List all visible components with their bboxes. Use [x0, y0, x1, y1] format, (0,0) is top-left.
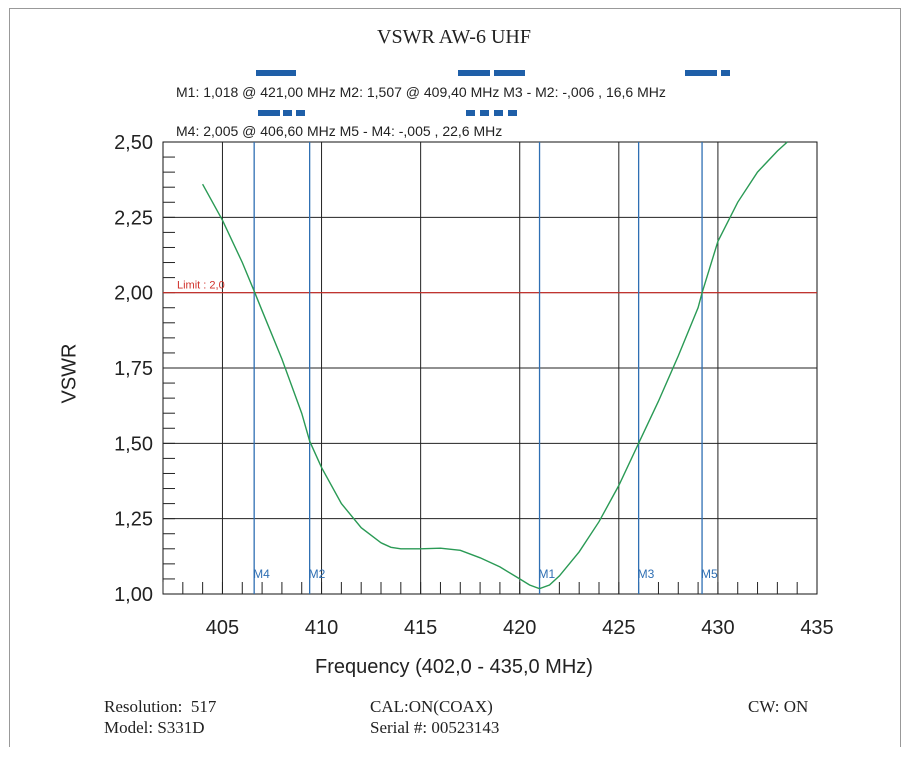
readout-bar — [296, 110, 305, 116]
model-text: Model: S331D — [104, 718, 205, 737]
x-tick-label: 405 — [206, 617, 239, 639]
readout-bar — [494, 70, 525, 76]
chart-title: VSWR AW-6 UHF — [377, 26, 531, 48]
readout-bar — [494, 110, 503, 116]
readout-bar — [258, 110, 280, 116]
y-axis-label: VSWR — [58, 343, 81, 404]
y-tick-label: 2,50 — [114, 132, 153, 154]
marker-label-m3: M3 — [638, 567, 655, 581]
limit-label: Limit : 2,0 — [177, 280, 225, 292]
x-tick-label: 410 — [305, 617, 338, 639]
x-tick-label: 430 — [701, 617, 734, 639]
marker-label-m1: M1 — [539, 567, 556, 581]
marker-label-m2: M2 — [309, 567, 326, 581]
cal-text: CAL:ON(COAX) — [370, 697, 493, 716]
readout-bar — [283, 110, 292, 116]
footer-left: Resolution: 517 Model: S331D — [104, 696, 216, 738]
y-tick-label: 2,25 — [114, 207, 153, 229]
cw-text: CW: ON — [748, 697, 809, 716]
y-tick-label: 1,25 — [114, 509, 153, 531]
footer-middle: CAL:ON(COAX) Serial #: 00523143 — [370, 696, 499, 738]
x-tick-label: 425 — [602, 617, 635, 639]
x-tick-label: 435 — [800, 617, 833, 639]
y-tick-label: 1,50 — [114, 433, 153, 455]
y-tick-label: 1,00 — [114, 584, 153, 606]
readout-bar — [466, 110, 475, 116]
readout-bar — [508, 110, 517, 116]
marker-label-m5: M5 — [701, 567, 718, 581]
readout-bar — [458, 70, 490, 76]
x-tick-label: 415 — [404, 617, 437, 639]
resolution-text: Resolution: 517 — [104, 697, 217, 716]
footer-right: CW: ON — [748, 696, 808, 717]
readout-bar — [480, 110, 489, 116]
y-tick-label: 2,00 — [114, 283, 153, 305]
marker-readout-row-2: M4: 2,005 @ 406,60 MHz M5 - M4: -,005 , … — [176, 123, 503, 139]
marker-readout-row-1: M1: 1,018 @ 421,00 MHz M2: 1,507 @ 409,4… — [176, 84, 666, 100]
readout-bar — [685, 70, 717, 76]
marker-label-m4: M4 — [253, 567, 270, 581]
serial-text: Serial #: 00523143 — [370, 718, 500, 737]
vswr-series-line — [201, 141, 788, 590]
readout-bar — [256, 70, 296, 76]
x-tick-label: 420 — [503, 617, 536, 639]
y-tick-label: 1,75 — [114, 358, 153, 380]
readout-bar — [721, 70, 730, 76]
chart-frame — [9, 8, 901, 747]
x-axis-label: Frequency (402,0 - 435,0 MHz) — [315, 656, 593, 678]
